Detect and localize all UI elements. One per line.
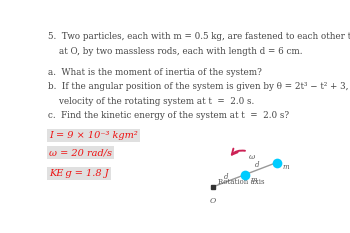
Text: at O, by two massless rods, each with length d = 6 cm.: at O, by two massless rods, each with le… (48, 47, 302, 56)
Text: ω: ω (249, 153, 255, 161)
Text: I = 9 × 10⁻³ kgm²: I = 9 × 10⁻³ kgm² (49, 131, 138, 140)
Text: ω = 20 rad/s: ω = 20 rad/s (49, 148, 112, 157)
Text: c.  Find the kinetic energy of the system at t  =  2.0 s?: c. Find the kinetic energy of the system… (48, 111, 289, 120)
Text: velocity of the rotating system at t  =  2.0 s.: velocity of the rotating system at t = 2… (48, 97, 254, 106)
Text: m: m (251, 175, 258, 184)
Text: m: m (282, 163, 289, 171)
Text: KE ɡ = 1.8 J: KE ɡ = 1.8 J (49, 169, 109, 178)
Text: d: d (224, 173, 228, 181)
Text: a.  What is the moment of inertia of the system?: a. What is the moment of inertia of the … (48, 68, 262, 77)
Text: 5.  Two particles, each with m = 0.5 kg, are fastened to each other to a rotatio: 5. Two particles, each with m = 0.5 kg, … (48, 32, 350, 41)
Text: O: O (210, 197, 216, 205)
Text: Rotation axis: Rotation axis (218, 178, 265, 186)
Text: b.  If the angular position of the system is given by θ = 2t³ − t² + 3, find the: b. If the angular position of the system… (48, 82, 350, 91)
Text: d: d (255, 161, 260, 169)
